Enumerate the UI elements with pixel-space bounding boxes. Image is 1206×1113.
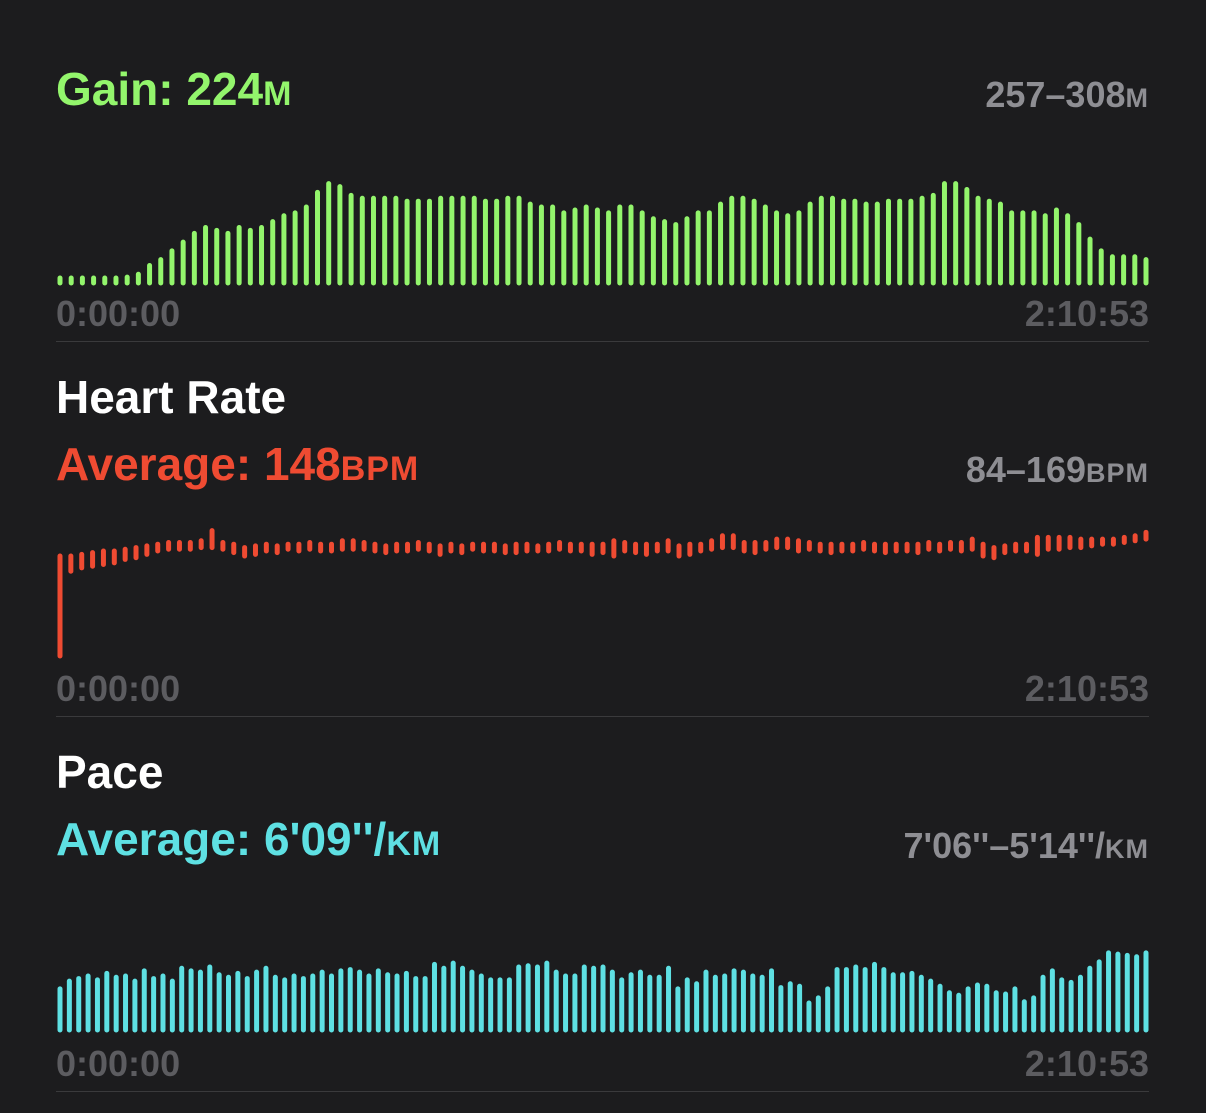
pace-end-time: 2:10:53	[1024, 1043, 1149, 1084]
section-divider	[56, 716, 1149, 717]
pace-range: 7'06''–5'14''/KM	[903, 828, 1149, 864]
heart-rate-average: Average: 148BPM	[56, 441, 419, 487]
pace-title: Pace	[56, 746, 164, 798]
heart-rate-end-time: 2:10:53	[1024, 668, 1149, 709]
elevation-gain: Gain: 224M	[56, 66, 292, 112]
pace-range-unit: KM	[1105, 834, 1149, 864]
pace-average-label: Average:	[56, 813, 264, 865]
heart-rate-start-time: 0:00:00	[56, 668, 181, 709]
heart-rate-average-value: 148	[263, 438, 341, 490]
heart-rate-average-unit: BPM	[340, 450, 420, 488]
heart-rate-range-value: 84–169	[965, 449, 1086, 490]
heart-rate-chart[interactable]	[0, 500, 1206, 666]
elevation-gain-unit: M	[263, 75, 293, 113]
heart-rate-title: Heart Rate	[56, 371, 287, 423]
heart-rate-range-unit: BPM	[1086, 458, 1149, 488]
pace-average-unit: KM	[386, 825, 442, 863]
elevation-range-unit: M	[1125, 83, 1149, 113]
elevation-start-time: 0:00:00	[56, 293, 181, 334]
elevation-end-time: 2:10:53	[1024, 293, 1149, 334]
elevation-gain-value: 224	[186, 63, 264, 115]
elevation-range-value: 257–308	[985, 74, 1126, 115]
heart-rate-range: 84–169BPM	[966, 452, 1149, 488]
elevation-gain-label: Gain:	[56, 63, 187, 115]
pace-average-value: 6'09''/	[263, 813, 387, 865]
pace-chart[interactable]	[0, 880, 1206, 1040]
elevation-chart[interactable]	[0, 120, 1206, 292]
pace-average: Average: 6'09''/KM	[56, 816, 441, 862]
pace-range-value: 7'06''–5'14''/	[903, 825, 1105, 866]
section-divider	[56, 1091, 1149, 1092]
heart-rate-average-label: Average:	[56, 438, 264, 490]
section-divider	[56, 341, 1149, 342]
elevation-range: 257–308M	[985, 77, 1149, 113]
pace-start-time: 0:00:00	[56, 1043, 181, 1084]
